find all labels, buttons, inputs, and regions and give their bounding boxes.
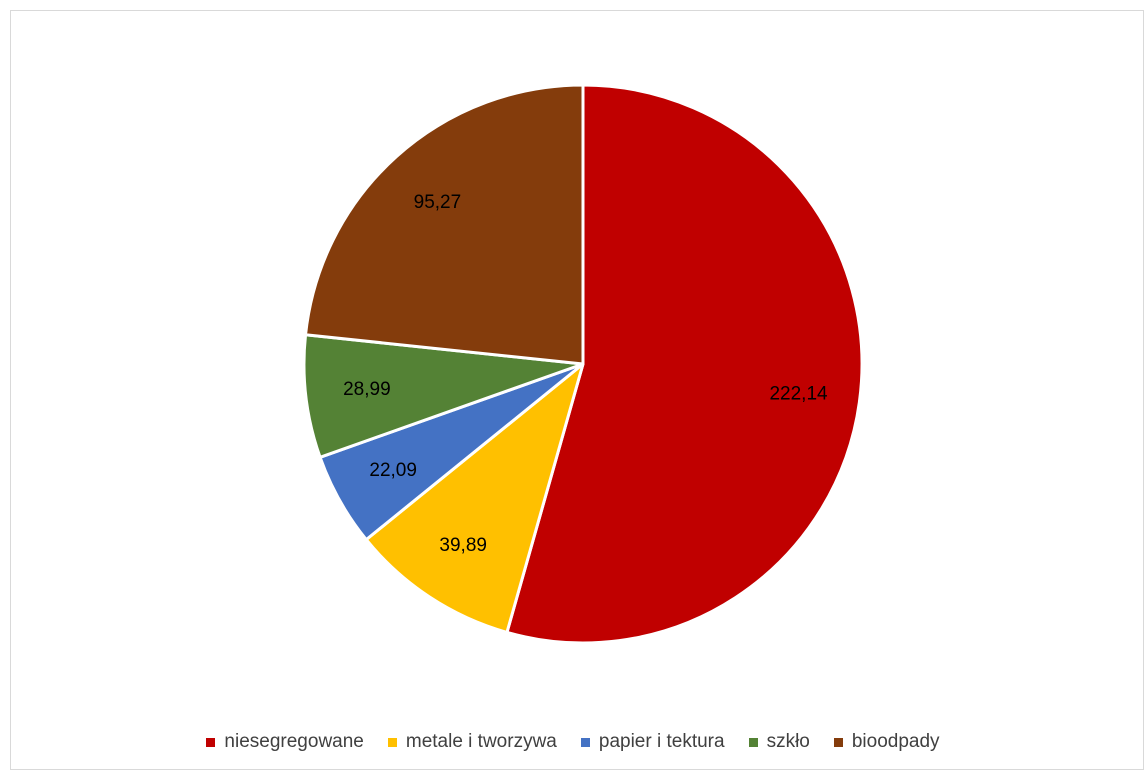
- data-label-bioodpady: 95,27: [414, 192, 462, 213]
- legend-label: metale i tworzywa: [405, 731, 557, 752]
- legend-label: niesegregowane: [224, 731, 364, 752]
- legend-item-papier-i-tektura[interactable]: papier i tektura: [580, 731, 725, 753]
- legend-item-niesegregowane[interactable]: niesegregowane: [206, 731, 364, 753]
- pie-slice-bioodpady[interactable]: [304, 83, 585, 366]
- data-label-metale-i-tworzywa: 39,89: [439, 535, 487, 556]
- legend-label: bioodpady: [851, 731, 940, 752]
- legend: niesegregowane metale i tworzywa papier i …: [0, 730, 1146, 754]
- pie-slice-metale-i-tworzywa[interactable]: [364, 362, 585, 634]
- legend-label: szkło: [766, 731, 810, 752]
- legend-swatch: [387, 737, 397, 747]
- legend-swatch: [833, 737, 843, 747]
- data-label-szklo: 28,99: [343, 379, 391, 400]
- data-label-papier-i-tektura: 22,09: [369, 460, 417, 481]
- legend-swatch: [580, 737, 590, 747]
- legend-item-bioodpady[interactable]: bioodpady: [833, 731, 940, 753]
- pie-slice-szklo[interactable]: [302, 333, 585, 459]
- legend-item-metale-i-tworzywa[interactable]: metale i tworzywa: [387, 731, 557, 753]
- data-label-niesegregowane: 222,14: [769, 383, 828, 404]
- pie-slice-niesegregowane[interactable]: [505, 83, 864, 645]
- legend-swatch: [206, 737, 216, 747]
- legend-item-szklo[interactable]: szkło: [748, 731, 810, 753]
- legend-label: papier i tektura: [598, 731, 725, 752]
- legend-swatch: [748, 737, 758, 747]
